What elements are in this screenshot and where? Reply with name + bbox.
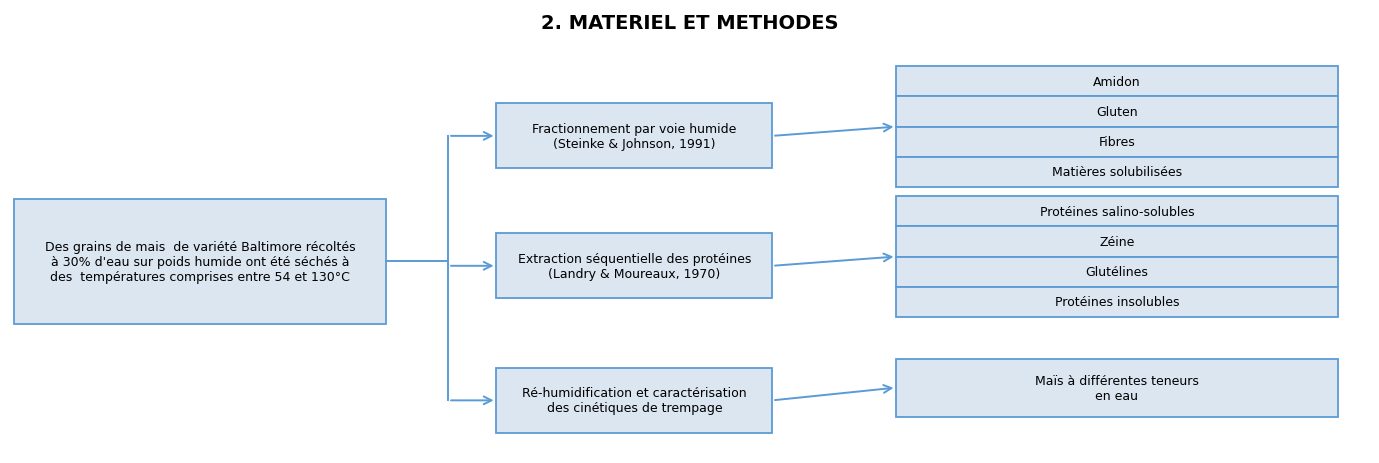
Text: Fibres: Fibres xyxy=(1099,136,1135,149)
Text: Maïs à différentes teneurs
en eau: Maïs à différentes teneurs en eau xyxy=(1036,374,1198,402)
FancyBboxPatch shape xyxy=(896,287,1338,317)
Text: Amidon: Amidon xyxy=(1094,75,1140,89)
Text: Ré-humidification et caractérisation
des cinétiques de trempage: Ré-humidification et caractérisation des… xyxy=(523,387,746,414)
Text: Glutélines: Glutélines xyxy=(1085,265,1149,279)
FancyBboxPatch shape xyxy=(896,257,1338,287)
Text: Protéines salino-solubles: Protéines salino-solubles xyxy=(1040,205,1194,219)
FancyBboxPatch shape xyxy=(14,199,386,324)
Text: Fractionnement par voie humide
(Steinke & Johnson, 1991): Fractionnement par voie humide (Steinke … xyxy=(532,123,736,150)
Text: Extraction séquentielle des protéines
(Landry & Moureaux, 1970): Extraction séquentielle des protéines (L… xyxy=(517,252,752,280)
Text: 2. MATERIEL ET METHODES: 2. MATERIEL ET METHODES xyxy=(541,14,838,33)
FancyBboxPatch shape xyxy=(896,359,1338,417)
FancyBboxPatch shape xyxy=(896,127,1338,157)
FancyBboxPatch shape xyxy=(896,227,1338,257)
FancyBboxPatch shape xyxy=(896,67,1338,97)
Text: Des grains de mais  de variété Baltimore récoltés
à 30% d'eau sur poids humide o: Des grains de mais de variété Baltimore … xyxy=(44,240,356,283)
FancyBboxPatch shape xyxy=(496,368,772,433)
Text: Protéines insolubles: Protéines insolubles xyxy=(1055,295,1179,309)
FancyBboxPatch shape xyxy=(496,104,772,169)
FancyBboxPatch shape xyxy=(896,97,1338,127)
FancyBboxPatch shape xyxy=(496,234,772,299)
FancyBboxPatch shape xyxy=(896,157,1338,188)
Text: Zéine: Zéine xyxy=(1099,235,1135,249)
FancyBboxPatch shape xyxy=(896,197,1338,227)
Text: Gluten: Gluten xyxy=(1096,106,1138,119)
Text: Matières solubilisées: Matières solubilisées xyxy=(1052,166,1182,179)
